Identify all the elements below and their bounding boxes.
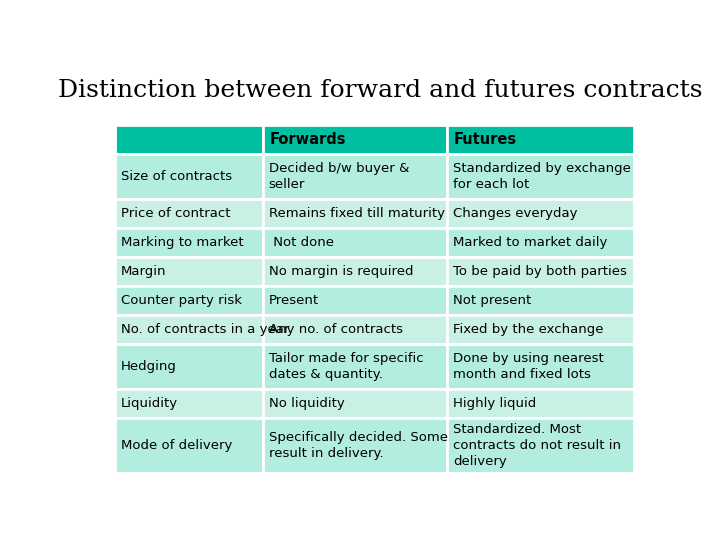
Text: Fixed by the exchange: Fixed by the exchange: [453, 323, 603, 336]
Text: Remains fixed till maturity: Remains fixed till maturity: [269, 207, 444, 220]
Text: Distinction between forward and futures contracts: Distinction between forward and futures …: [58, 79, 703, 103]
Bar: [447, 154, 634, 199]
Bar: [263, 154, 447, 199]
Bar: [115, 125, 263, 154]
Bar: [447, 389, 634, 418]
Text: Done by using nearest
month and fixed lots: Done by using nearest month and fixed lo…: [453, 352, 603, 381]
Text: No. of contracts in a year: No. of contracts in a year: [121, 323, 289, 336]
Bar: [115, 154, 263, 199]
Bar: [447, 228, 634, 257]
Bar: [115, 315, 263, 344]
Text: Marked to market daily: Marked to market daily: [453, 236, 607, 249]
Text: No liquidity: No liquidity: [269, 397, 344, 410]
Bar: [115, 286, 263, 315]
Text: Standardized by exchange
for each lot: Standardized by exchange for each lot: [453, 162, 631, 191]
Text: Size of contracts: Size of contracts: [121, 170, 232, 183]
Text: To be paid by both parties: To be paid by both parties: [453, 265, 626, 278]
Bar: [447, 344, 634, 389]
Bar: [447, 286, 634, 315]
Bar: [263, 286, 447, 315]
Bar: [263, 199, 447, 228]
Text: Any no. of contracts: Any no. of contracts: [269, 323, 402, 336]
Bar: [115, 344, 263, 389]
Bar: [263, 228, 447, 257]
Bar: [263, 125, 447, 154]
Text: Decided b/w buyer &
seller: Decided b/w buyer & seller: [269, 162, 409, 191]
Bar: [447, 125, 634, 154]
Text: Specifically decided. Some
result in delivery.: Specifically decided. Some result in del…: [269, 431, 448, 460]
Text: Not done: Not done: [269, 236, 333, 249]
Bar: [115, 228, 263, 257]
Text: No margin is required: No margin is required: [269, 265, 413, 278]
Bar: [447, 199, 634, 228]
Bar: [447, 315, 634, 344]
Bar: [263, 344, 447, 389]
Text: Counter party risk: Counter party risk: [121, 294, 242, 307]
Bar: [115, 389, 263, 418]
Text: Tailor made for specific
dates & quantity.: Tailor made for specific dates & quantit…: [269, 352, 423, 381]
Bar: [263, 418, 447, 473]
Text: Marking to market: Marking to market: [121, 236, 243, 249]
Text: Margin: Margin: [121, 265, 166, 278]
Bar: [263, 315, 447, 344]
Text: Liquidity: Liquidity: [121, 397, 178, 410]
Bar: [447, 418, 634, 473]
Bar: [263, 257, 447, 286]
Text: Standardized. Most
contracts do not result in
delivery: Standardized. Most contracts do not resu…: [453, 423, 621, 468]
Text: Not present: Not present: [453, 294, 531, 307]
Text: Futures: Futures: [454, 132, 517, 147]
Bar: [115, 257, 263, 286]
Text: Present: Present: [269, 294, 319, 307]
Text: Forwards: Forwards: [270, 132, 346, 147]
Bar: [263, 389, 447, 418]
Bar: [115, 418, 263, 473]
Text: Price of contract: Price of contract: [121, 207, 230, 220]
Bar: [115, 199, 263, 228]
Text: Highly liquid: Highly liquid: [453, 397, 536, 410]
Bar: [447, 257, 634, 286]
Text: Changes everyday: Changes everyday: [453, 207, 577, 220]
Text: Hedging: Hedging: [121, 360, 176, 373]
Text: Mode of delivery: Mode of delivery: [121, 439, 232, 452]
